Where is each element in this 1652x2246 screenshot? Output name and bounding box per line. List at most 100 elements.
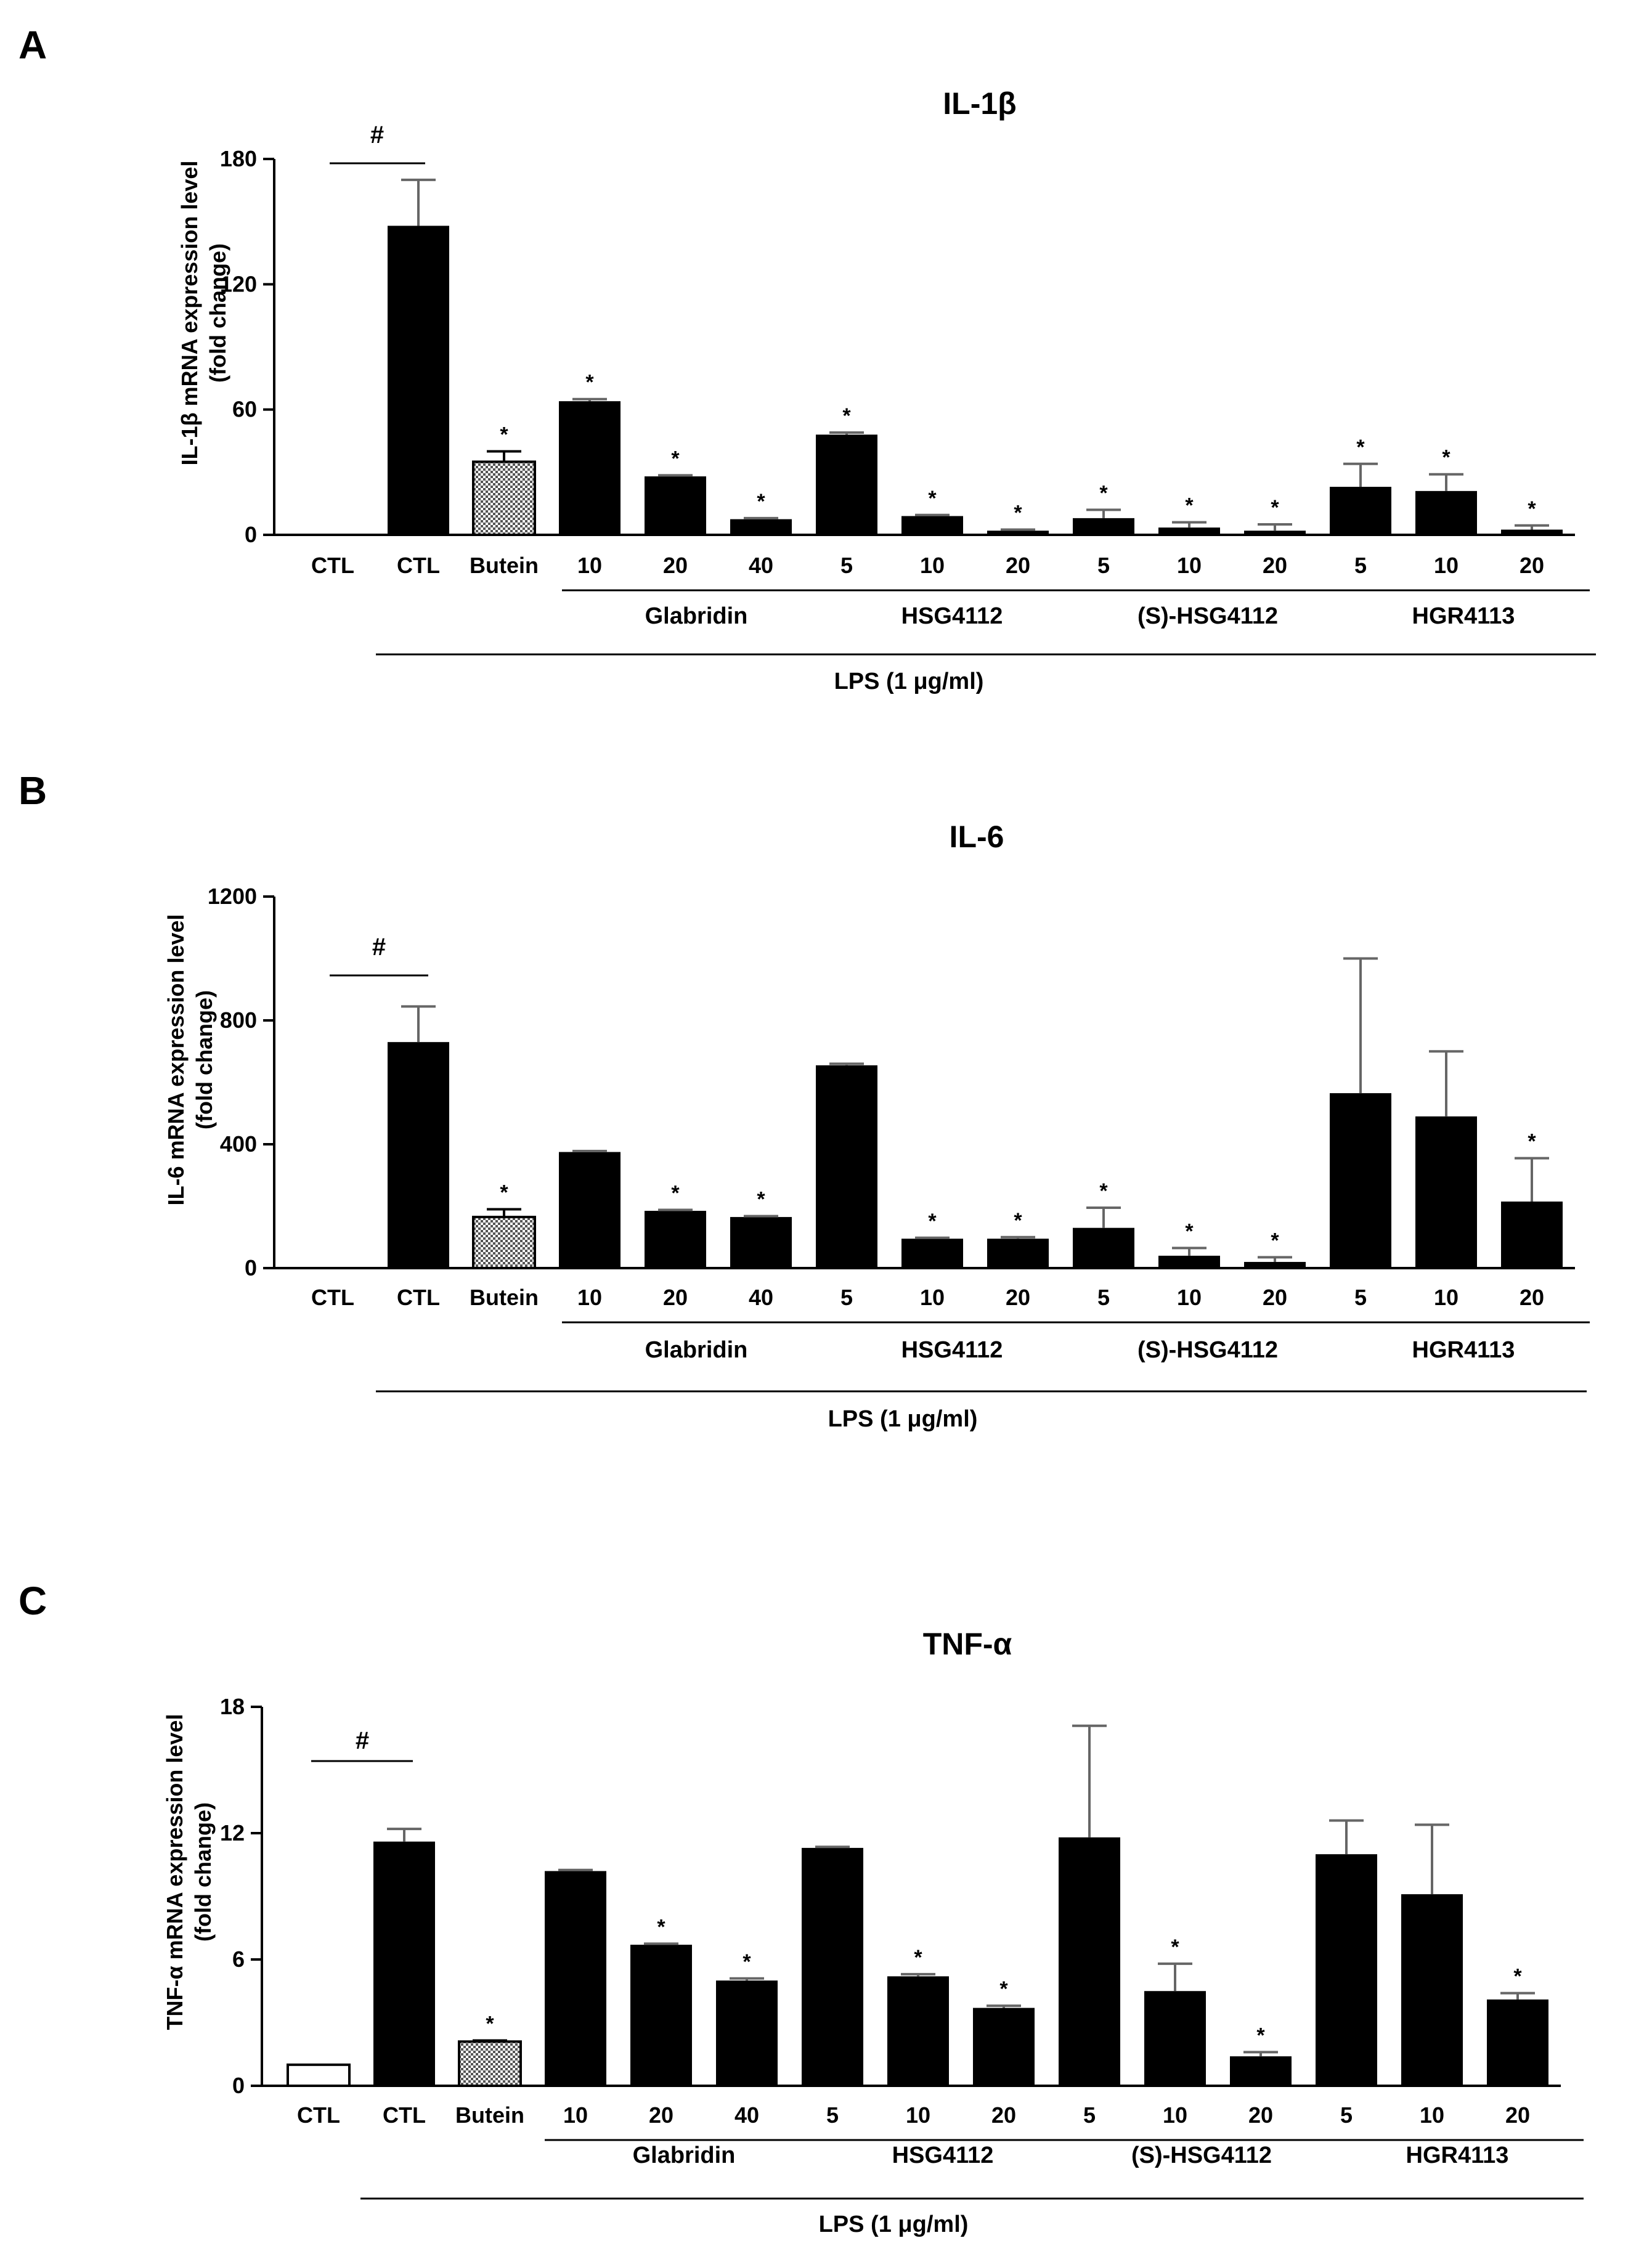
bar [630,1945,692,2086]
panel-letter-a: A [18,23,47,67]
bar [1073,1227,1134,1268]
significance-star: * [1271,496,1279,519]
x-tick-label: 5 [1097,1285,1110,1310]
bar [1073,518,1134,535]
chart-title-a: IL-1β [943,86,1016,121]
x-tick-label: 20 [1006,553,1030,578]
bar [901,516,963,535]
x-tick-label: Butein [470,1285,539,1310]
x-tick-label: Butein [455,2102,524,2128]
x-tick-label: CTL [311,553,354,578]
x-tick-label: 20 [1505,2102,1530,2128]
bar [559,1152,621,1268]
group-label-c-hsg4112: HSG4112 [892,2142,994,2168]
x-tick-label: CTL [297,2102,340,2128]
bar [1330,1093,1391,1268]
y-tick-label: 1200 [208,884,257,909]
bar [1401,1894,1463,2086]
panel-a: A IL-1β IL-1β mRNA expression level (fol… [18,23,1596,694]
bar [287,2063,351,2087]
bar [1244,531,1306,535]
x-tick-label: CTL [397,1285,440,1310]
x-tick-label: 5 [1083,2102,1096,2128]
x-tick-label: 10 [920,1285,945,1310]
x-tick-label: 40 [749,1285,773,1310]
y-axis-label-a-line2: (fold change) [205,243,230,383]
bar [458,2040,522,2087]
group-label-a-hgr4113: HGR4113 [1412,603,1515,629]
treatment-label-c: LPS (1 μg/ml) [819,2211,969,2237]
x-tick-label: 20 [663,1285,688,1310]
significance-star: * [671,447,680,470]
x-tick-label: 5 [840,1285,853,1310]
bar [645,1211,706,1268]
bar [1158,527,1220,535]
x-tick-label: 20 [649,2102,673,2128]
bar [388,1042,449,1268]
bar [901,1239,963,1268]
significance-star: * [1014,502,1022,525]
y-axis-label-c-line1: TNF-α mRNA expression level [162,1714,187,2030]
y-tick-label: 60 [232,397,257,422]
group-label-b-hsg4112: HSG4112 [901,1337,1003,1363]
x-tick-label: 10 [1177,553,1202,578]
y-tick-label: 800 [220,1007,257,1033]
x-tick-label: 5 [1097,553,1110,578]
x-tick-label: 20 [663,553,688,578]
x-tick-label: 10 [1434,1285,1459,1310]
bar [559,401,621,535]
group-label-c-glabridin: Glabridin [633,2142,736,2168]
bar [1158,1255,1220,1268]
significance-star: * [500,423,508,446]
significance-hash-c: # [356,1727,369,1754]
significance-star: * [757,1188,765,1211]
bar [1330,487,1391,535]
panel-b: B IL-6 IL-6 mRNA expression level (fold … [18,768,1590,1432]
significance-star: * [657,1915,665,1939]
treatment-label-a: LPS (1 μg/ml) [834,669,984,694]
significance-star: * [500,1181,508,1205]
significance-star: * [1014,1209,1022,1232]
bar [472,460,536,537]
x-tick-label: CTL [397,553,440,578]
significance-star: * [743,1950,751,1974]
bar [1316,1854,1377,2086]
significance-star: * [1185,494,1194,518]
y-tick-label: 0 [245,522,257,547]
y-tick-label: 0 [232,2073,245,2098]
group-label-a-glabridin: Glabridin [645,603,748,629]
x-tick-label: 20 [1006,1285,1030,1310]
significance-star: * [1171,1935,1179,1959]
y-tick-label: 120 [220,271,257,296]
significance-hash-a: # [370,121,384,149]
y-axis-label-a-line1: IL-1β mRNA expression level [177,161,202,466]
x-tick-label: 10 [906,2102,930,2128]
x-tick-label: 5 [1340,2102,1353,2128]
y-tick-label: 12 [220,1820,245,1845]
significance-hash-b: # [372,934,386,961]
bar [388,226,449,535]
group-label-a-hsg4112: HSG4112 [901,603,1003,629]
bar [1244,1261,1306,1268]
x-tick-label: 20 [991,2102,1016,2128]
panel-c: C TNF-α TNF-α mRNA expression level (fol… [18,1579,1584,2237]
x-tick-label: 5 [826,2102,839,2128]
significance-star: * [1513,1965,1522,1988]
bar [816,1065,877,1268]
x-tick-label: 20 [1263,1285,1287,1310]
bar [1144,1991,1206,2086]
bar [730,1217,792,1268]
significance-star: * [1099,1179,1108,1203]
x-tick-label: 5 [1354,553,1367,578]
y-axis-label-b-line2: (fold change) [192,990,217,1129]
x-tick-label: 5 [1354,1285,1367,1310]
y-axis-label-b-line1: IL-6 mRNA expression level [163,914,189,1206]
significance-star: * [671,1182,680,1205]
bar [816,434,877,535]
significance-star: * [1528,1130,1536,1154]
significance-star: * [999,1977,1008,2001]
x-tick-label: 20 [1520,1285,1544,1310]
y-tick-label: 6 [232,1947,245,1972]
chart-title-c: TNF-α [923,1627,1012,1661]
